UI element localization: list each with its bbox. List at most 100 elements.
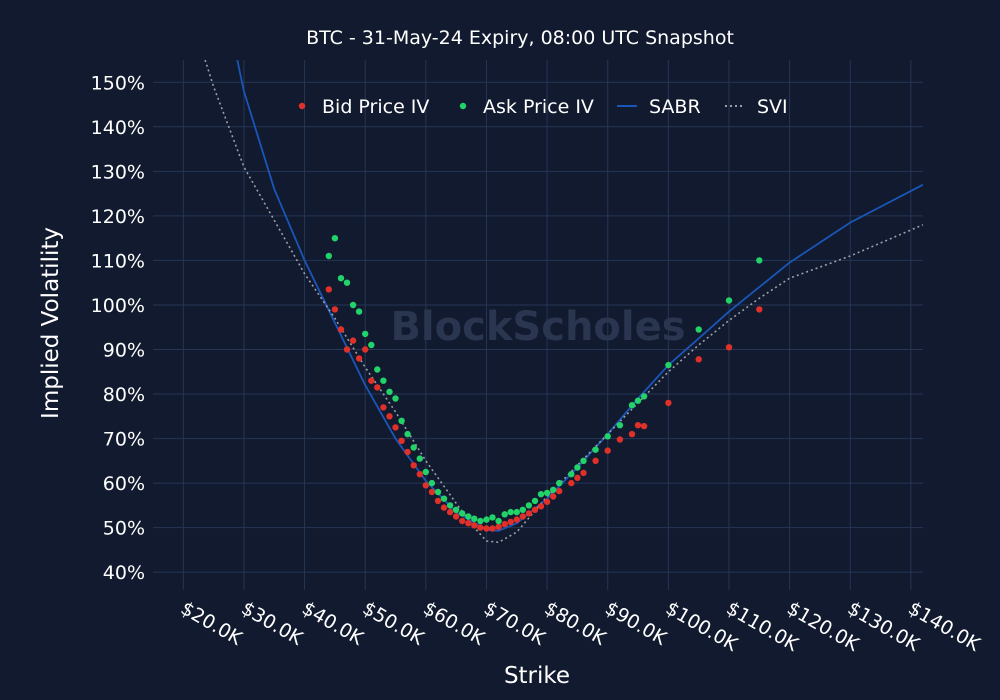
y-tick-label: 70% — [103, 429, 145, 451]
data-point — [435, 498, 441, 504]
data-point — [404, 431, 410, 437]
data-point — [429, 489, 435, 495]
data-point — [592, 458, 598, 464]
data-point — [532, 507, 538, 513]
data-point — [368, 378, 374, 384]
y-tick-label: 150% — [91, 72, 145, 94]
data-point — [374, 366, 380, 372]
data-point — [641, 393, 647, 399]
data-point — [538, 503, 544, 509]
data-point — [356, 308, 362, 314]
data-point — [726, 344, 732, 350]
y-tick-label: 50% — [103, 518, 145, 540]
legend-label: Bid Price IV — [322, 96, 429, 118]
data-point — [568, 471, 574, 477]
y-tick-label: 90% — [103, 339, 145, 361]
data-point — [398, 418, 404, 424]
data-point — [635, 398, 641, 404]
chart-title: BTC - 31-May-24 Expiry, 08:00 UTC Snapsh… — [306, 27, 734, 49]
watermark: BlockScholes — [390, 304, 685, 350]
data-point — [417, 471, 423, 477]
data-point — [574, 475, 580, 481]
data-point — [568, 480, 574, 486]
data-point — [665, 400, 671, 406]
data-point — [453, 513, 459, 519]
data-point — [344, 346, 350, 352]
data-point — [605, 447, 611, 453]
data-point — [520, 513, 526, 519]
data-point — [514, 509, 520, 515]
y-tick-label: 60% — [103, 473, 145, 495]
data-point — [362, 346, 368, 352]
data-point — [556, 488, 562, 494]
data-point — [538, 491, 544, 497]
legend-label: SVI — [757, 96, 788, 118]
x-axis-title: Strike — [504, 663, 570, 689]
data-point — [550, 493, 556, 499]
data-point — [338, 326, 344, 332]
data-point — [556, 480, 562, 486]
data-point — [580, 470, 586, 476]
data-point — [477, 518, 483, 524]
data-point — [756, 257, 762, 263]
data-point — [756, 306, 762, 312]
y-tick-label: 40% — [103, 562, 145, 584]
data-point — [374, 384, 380, 390]
data-point — [411, 444, 417, 450]
legend-label: SABR — [649, 96, 701, 118]
data-point — [483, 516, 489, 522]
data-point — [411, 462, 417, 468]
data-point — [495, 518, 501, 524]
data-point — [423, 469, 429, 475]
data-point — [350, 337, 356, 343]
data-point — [641, 423, 647, 429]
data-point — [629, 431, 635, 437]
data-point — [459, 518, 465, 524]
legend-marker — [460, 103, 466, 109]
data-point — [459, 510, 465, 516]
legend-label: Ask Price IV — [483, 96, 594, 118]
data-point — [526, 502, 532, 508]
data-point — [617, 436, 623, 442]
data-point — [544, 499, 550, 505]
data-point — [386, 389, 392, 395]
data-point — [471, 522, 477, 528]
data-point — [344, 280, 350, 286]
legend-marker — [299, 103, 305, 109]
data-point — [489, 525, 495, 531]
y-axis-title: Implied Volatility — [38, 227, 64, 419]
data-point — [508, 509, 514, 515]
y-tick-label: 120% — [91, 206, 145, 228]
data-point — [635, 422, 641, 428]
data-point — [617, 422, 623, 428]
data-point — [605, 433, 611, 439]
data-point — [362, 331, 368, 337]
data-point — [502, 511, 508, 517]
data-point — [423, 482, 429, 488]
data-point — [532, 498, 538, 504]
data-point — [453, 507, 459, 513]
data-point — [380, 378, 386, 384]
data-point — [441, 496, 447, 502]
data-point — [392, 424, 398, 430]
data-point — [417, 455, 423, 461]
data-point — [332, 306, 338, 312]
data-point — [386, 413, 392, 419]
data-point — [368, 342, 374, 348]
data-point — [544, 490, 550, 496]
data-point — [350, 302, 356, 308]
data-point — [520, 507, 526, 513]
data-point — [326, 253, 332, 259]
data-point — [380, 404, 386, 410]
data-point — [514, 516, 520, 522]
data-point — [356, 355, 362, 361]
data-point — [441, 504, 447, 510]
data-point — [508, 519, 514, 525]
data-point — [404, 449, 410, 455]
data-point — [471, 516, 477, 522]
data-point — [696, 326, 702, 332]
y-tick-label: 100% — [91, 295, 145, 317]
data-point — [726, 297, 732, 303]
data-point — [629, 402, 635, 408]
data-point — [326, 286, 332, 292]
